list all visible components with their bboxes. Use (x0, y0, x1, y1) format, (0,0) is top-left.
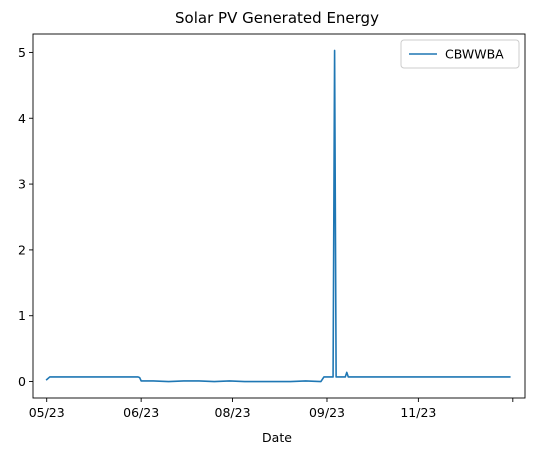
y-tick-label-1: 1 (18, 308, 26, 323)
legend-box (400, 39, 520, 69)
x-axis-label: Date (262, 430, 292, 445)
x-tick-label-3: 09/23 (309, 405, 345, 420)
y-tick-label-5: 5 (18, 45, 26, 60)
series-line-0 (45, 49, 511, 383)
plot-frame (32, 33, 526, 399)
plot-area: 0 1 2 3 4 5 05/23 06/23 08/23 09/23 11/23 (18, 33, 526, 420)
chart-title: Solar PV Generated Energy (175, 9, 379, 27)
y-tick-label-2: 2 (18, 242, 26, 257)
x-tick-label-2: 08/23 (215, 405, 251, 420)
legend: CBWWBA (400, 39, 520, 69)
y-tick-label-4: 4 (18, 111, 26, 126)
x-tick-label-1: 06/23 (123, 405, 159, 420)
x-tick-label-4: 11/23 (400, 405, 436, 420)
y-tick-label-3: 3 (18, 177, 26, 192)
x-tick-label-0: 05/23 (29, 405, 65, 420)
y-tick-label-0: 0 (18, 374, 26, 389)
legend-label-0: CBWWBA (445, 47, 504, 62)
